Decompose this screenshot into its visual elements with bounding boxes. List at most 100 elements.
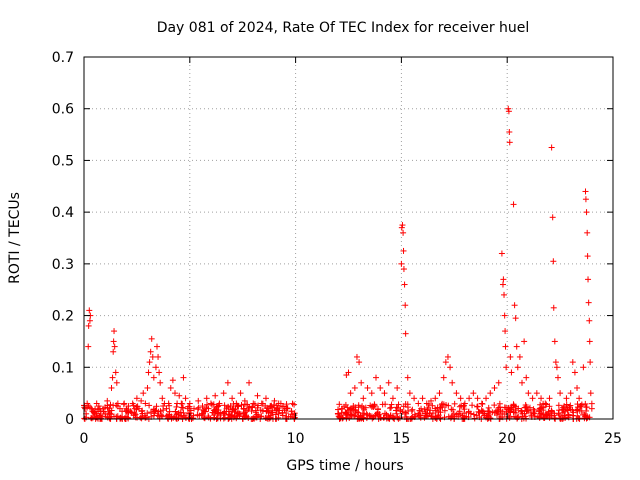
band-point: [469, 402, 476, 409]
band-point: [387, 405, 394, 412]
band-point: [461, 410, 468, 417]
data-point: [385, 379, 392, 386]
band-point: [267, 403, 274, 410]
data-point: [165, 400, 172, 407]
data-point: [513, 343, 520, 350]
band-point: [240, 405, 247, 412]
y-tick-label: 0: [65, 412, 74, 428]
data-point: [571, 369, 578, 376]
band-point: [402, 401, 409, 408]
data-point: [428, 397, 435, 404]
band-point: [225, 403, 232, 410]
data-point: [588, 405, 595, 412]
data-point: [546, 395, 553, 402]
data-point: [288, 408, 295, 415]
data-point: [138, 397, 145, 404]
band-point: [141, 412, 148, 419]
grid-lines: [84, 57, 613, 419]
band-point: [336, 401, 343, 408]
band-point: [350, 407, 357, 414]
band-point: [538, 410, 545, 417]
band-point: [246, 404, 253, 411]
band-point: [139, 407, 146, 414]
band-point: [574, 412, 581, 419]
data-point: [142, 400, 149, 407]
data-point: [521, 338, 528, 345]
band-point: [432, 413, 439, 420]
band-point: [263, 408, 270, 415]
band-point: [515, 405, 522, 412]
data-point: [432, 395, 439, 402]
data-point: [246, 379, 253, 386]
x-tick-label: 15: [392, 431, 410, 447]
data-point: [585, 299, 592, 306]
data-point: [586, 317, 593, 324]
band-point: [544, 413, 551, 420]
data-point: [110, 338, 117, 345]
data-point: [569, 359, 576, 366]
data-point: [351, 384, 358, 391]
data-point: [100, 405, 107, 412]
data-point: [163, 405, 170, 412]
y-tick-label: 0.4: [52, 205, 74, 221]
band-point: [375, 405, 382, 412]
band-point: [180, 404, 187, 411]
band-point: [155, 413, 162, 420]
data-point: [176, 392, 183, 399]
data-point: [511, 302, 518, 309]
data-point: [241, 397, 248, 404]
band-point: [484, 407, 491, 414]
band-point: [166, 408, 173, 415]
data-point: [519, 379, 526, 386]
band-point: [201, 415, 208, 422]
band-point: [106, 414, 113, 421]
data-point: [129, 400, 136, 407]
band-point: [160, 403, 167, 410]
data-point: [586, 338, 593, 345]
data-point: [113, 379, 120, 386]
band-point: [408, 414, 415, 421]
band-point: [438, 401, 445, 408]
band-point: [263, 415, 270, 422]
band-point: [236, 410, 243, 417]
data-point: [114, 400, 121, 407]
data-point: [140, 390, 147, 397]
band-point: [520, 415, 527, 422]
band-point: [269, 407, 276, 414]
band-point: [419, 408, 426, 415]
band-point: [425, 404, 432, 411]
data-point: [554, 374, 561, 381]
data-point: [144, 384, 151, 391]
data-point: [552, 359, 559, 366]
band-point: [359, 403, 366, 410]
data-point: [91, 410, 98, 417]
band-point: [496, 400, 503, 407]
data-point: [400, 247, 407, 254]
band-point: [138, 415, 145, 422]
band-point: [354, 408, 361, 415]
data-point: [353, 353, 360, 360]
band-point: [258, 413, 265, 420]
data-point: [415, 400, 422, 407]
band-point: [574, 404, 581, 411]
band-point: [181, 412, 188, 419]
data-point: [508, 369, 515, 376]
data-point: [548, 144, 555, 151]
plot-frame: [83, 56, 614, 420]
data-point: [267, 403, 274, 410]
band-point: [429, 410, 436, 417]
band-point: [449, 406, 456, 413]
data-point: [356, 359, 363, 366]
data-point: [466, 395, 473, 402]
band-point: [551, 415, 558, 422]
band-point: [381, 410, 388, 417]
data-point: [121, 400, 128, 407]
data-point: [136, 405, 143, 412]
data-point: [551, 338, 558, 345]
data-point: [86, 307, 93, 314]
band-point: [185, 415, 192, 422]
band-point: [561, 412, 568, 419]
band-point: [507, 408, 514, 415]
band-point: [577, 402, 584, 409]
band-point: [231, 413, 238, 420]
